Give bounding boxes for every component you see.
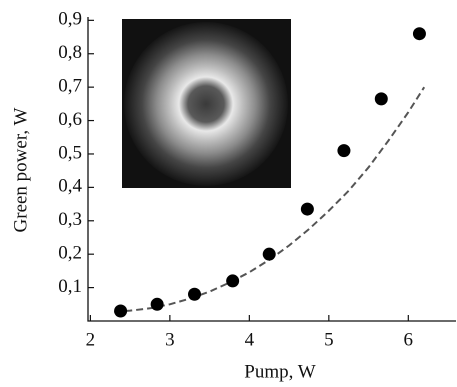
- beam-profile: [124, 22, 288, 186]
- y-tick-label: 0,5: [58, 142, 82, 163]
- data-point: [151, 298, 164, 311]
- y-tick-label: 0,8: [58, 42, 82, 63]
- y-tick-label: 0,6: [58, 109, 82, 130]
- data-point: [375, 92, 388, 105]
- x-tick-label: 4: [245, 329, 255, 350]
- x-tick-label: 6: [404, 329, 414, 350]
- y-tick-label: 0,9: [58, 9, 82, 30]
- x-axis-title: Pump, W: [244, 361, 316, 382]
- y-axis-title: Green power, W: [10, 107, 31, 232]
- data-point: [226, 274, 239, 287]
- chart: Green power, W Pump, W 0,1 0,2 0,3 0,4 0,5 0,…: [0, 0, 457, 387]
- data-point: [337, 144, 350, 157]
- data-point: [263, 248, 276, 261]
- x-tick-label: 3: [165, 329, 175, 350]
- x-tick-label: 2: [86, 329, 96, 350]
- y-tick-label: 0,4: [58, 176, 82, 197]
- data-point: [301, 203, 314, 216]
- y-tick-label: 0,1: [58, 276, 82, 297]
- x-tick-label: 5: [324, 329, 334, 350]
- data-point: [114, 304, 127, 317]
- y-tick-label: 0,7: [58, 76, 82, 97]
- data-point: [413, 27, 426, 40]
- y-tick-label: 0,2: [58, 243, 82, 264]
- y-tick-label: 0,3: [58, 209, 82, 230]
- data-point: [188, 288, 201, 301]
